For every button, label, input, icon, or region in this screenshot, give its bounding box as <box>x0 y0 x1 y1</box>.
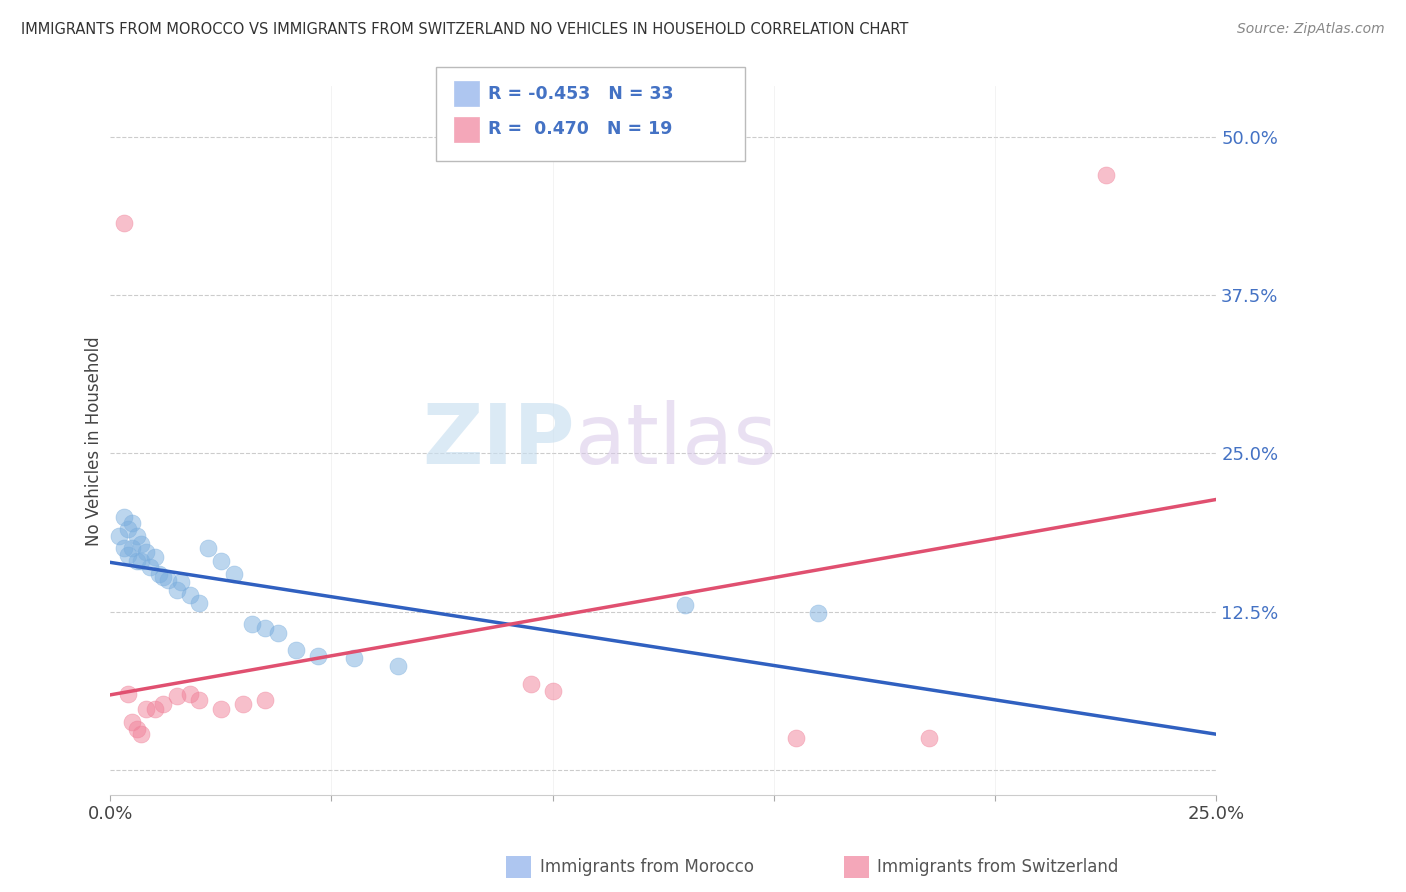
Text: Immigrants from Morocco: Immigrants from Morocco <box>540 858 754 876</box>
Point <box>129 537 152 551</box>
Text: Immigrants from Switzerland: Immigrants from Switzerland <box>877 858 1119 876</box>
Point <box>156 573 179 587</box>
Point <box>148 566 170 581</box>
Point <box>143 702 166 716</box>
Point <box>166 582 188 597</box>
Point <box>254 621 277 635</box>
Point <box>143 550 166 565</box>
Point <box>307 648 329 663</box>
Point <box>152 697 174 711</box>
Point <box>541 684 564 698</box>
Point <box>232 697 254 711</box>
Point <box>267 626 290 640</box>
Point <box>129 727 152 741</box>
Point <box>918 731 941 745</box>
Point <box>112 509 135 524</box>
Text: atlas: atlas <box>575 401 776 481</box>
Point <box>139 560 162 574</box>
Text: Source: ZipAtlas.com: Source: ZipAtlas.com <box>1237 22 1385 37</box>
Point <box>209 702 232 716</box>
Point <box>112 541 135 556</box>
Text: R =  0.470   N = 19: R = 0.470 N = 19 <box>488 120 672 138</box>
Point <box>135 702 157 716</box>
Point <box>121 541 143 556</box>
Point <box>152 570 174 584</box>
Point <box>387 659 409 673</box>
Point <box>112 216 135 230</box>
Y-axis label: No Vehicles in Household: No Vehicles in Household <box>86 336 103 546</box>
Point <box>197 541 219 556</box>
Point <box>125 723 148 737</box>
Point <box>240 617 263 632</box>
Point <box>209 554 232 568</box>
Point <box>224 566 246 581</box>
Text: R = -0.453   N = 33: R = -0.453 N = 33 <box>488 85 673 103</box>
Point <box>108 528 131 542</box>
Point <box>125 528 148 542</box>
Text: ZIP: ZIP <box>422 401 575 481</box>
Point <box>807 606 830 620</box>
Point <box>129 554 152 568</box>
Point <box>519 676 541 690</box>
Point <box>121 516 143 530</box>
Point <box>673 599 696 613</box>
Point <box>187 596 209 610</box>
Point <box>785 731 807 745</box>
Point <box>1094 168 1116 182</box>
Point <box>179 687 201 701</box>
Point <box>166 690 188 704</box>
Point <box>170 575 193 590</box>
Point <box>187 693 209 707</box>
Point <box>121 714 143 729</box>
Point <box>117 522 139 536</box>
Point <box>179 588 201 602</box>
Point <box>125 554 148 568</box>
Point <box>117 548 139 562</box>
Point <box>285 642 308 657</box>
Point <box>135 545 157 559</box>
Point <box>342 651 364 665</box>
Point <box>117 687 139 701</box>
Text: IMMIGRANTS FROM MOROCCO VS IMMIGRANTS FROM SWITZERLAND NO VEHICLES IN HOUSEHOLD : IMMIGRANTS FROM MOROCCO VS IMMIGRANTS FR… <box>21 22 908 37</box>
Point <box>254 693 277 707</box>
